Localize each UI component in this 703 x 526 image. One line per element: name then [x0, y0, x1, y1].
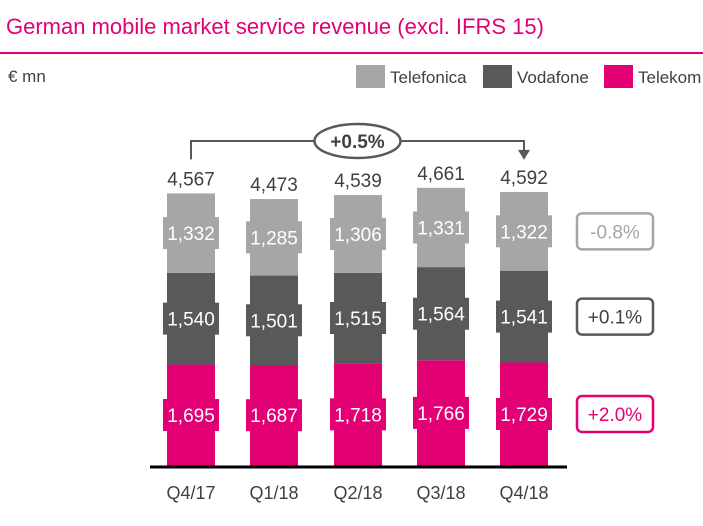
x-tick-label: Q3/18 — [416, 483, 465, 503]
x-tick-label: Q4/17 — [166, 483, 215, 503]
data-label: 1,285 — [250, 228, 298, 249]
data-label: 1,332 — [167, 224, 215, 245]
data-label-box — [163, 217, 219, 250]
data-label: 1,687 — [250, 406, 298, 427]
legend-swatch-telefonica — [356, 65, 385, 88]
data-label-box — [246, 221, 302, 254]
data-label-box — [496, 397, 552, 430]
change-box-vodafone — [575, 297, 655, 336]
x-tick-label: Q4/18 — [499, 483, 548, 503]
data-label-box — [496, 300, 552, 333]
change-box-telefonica — [575, 212, 655, 251]
data-label: 1,695 — [167, 406, 215, 427]
x-tick-label: Q2/18 — [333, 483, 382, 503]
data-label: 1,322 — [500, 222, 548, 243]
unit-label: € mn — [8, 67, 46, 86]
legend-label-telekom: Telekom — [638, 68, 701, 87]
data-label: 1,729 — [500, 405, 548, 426]
data-label: 1,564 — [417, 305, 465, 326]
change-label-telekom: +2.0% — [588, 405, 643, 426]
change-label-vodafone: +0.1% — [588, 308, 643, 329]
data-label-box — [163, 302, 219, 335]
change-box-telekom — [575, 394, 655, 434]
total-label: 4,592 — [500, 168, 548, 189]
data-label-box — [413, 211, 469, 244]
data-label-box — [163, 399, 219, 432]
data-label-box — [330, 398, 386, 431]
title-divider — [0, 52, 703, 54]
total-label: 4,539 — [334, 171, 382, 192]
data-label-box — [246, 304, 302, 337]
legend-label-vodafone: Vodafone — [517, 68, 589, 87]
data-label: 1,501 — [250, 311, 298, 332]
chart-title: German mobile market service revenue (ex… — [6, 14, 544, 39]
data-label: 1,331 — [417, 218, 465, 239]
data-label: 1,540 — [167, 310, 215, 331]
total-label: 4,473 — [250, 175, 298, 196]
data-label: 1,306 — [334, 225, 382, 246]
data-label: 1,718 — [334, 405, 382, 426]
total-label: 4,661 — [417, 164, 465, 185]
total-label: 4,567 — [167, 169, 215, 190]
data-label-box — [496, 215, 552, 248]
data-label: 1,541 — [500, 308, 548, 329]
change-label-telefonica: -0.8% — [590, 222, 640, 243]
change-arrow-head — [518, 149, 530, 160]
data-label-box — [330, 217, 386, 250]
data-label: 1,515 — [334, 309, 382, 330]
legend-swatch-telekom — [604, 65, 633, 88]
data-label-box — [330, 302, 386, 335]
legend-swatch-vodafone — [483, 65, 512, 88]
data-label-box — [413, 297, 469, 330]
legend-label-telefonica: Telefonica — [390, 68, 467, 87]
change-oval — [313, 122, 402, 160]
total-change-label: +0.5% — [330, 132, 385, 153]
data-label: 1,766 — [417, 404, 465, 425]
x-tick-label: Q1/18 — [249, 483, 298, 503]
data-label-box — [413, 396, 469, 429]
data-label-box — [246, 399, 302, 432]
